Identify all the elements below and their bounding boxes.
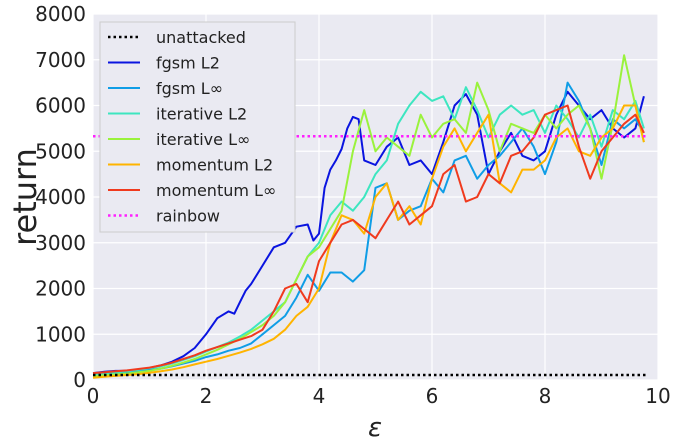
series-lines: [92, 54, 647, 379]
legend-label: fgsm L2: [156, 54, 220, 73]
series-line-4: [92, 54, 645, 378]
legend-label: fgsm L∞: [156, 79, 223, 98]
x-tick-label: 0: [87, 384, 100, 408]
x-axis-title: ε: [368, 413, 382, 442]
y-tick-labels: 0 1000 2000 3000 4000 5000 6000 7000 8000: [35, 2, 86, 392]
y-tick-label: 6000: [35, 94, 86, 118]
x-tick-label: 8: [539, 384, 552, 408]
x-tick-labels: 0 2 4 6 8 10: [87, 384, 671, 408]
y-axis-title: return: [6, 148, 44, 246]
x-tick-label: 10: [645, 384, 670, 408]
x-tick-label: 6: [426, 384, 439, 408]
y-tick-label: 4000: [35, 185, 86, 209]
series-line-5: [92, 104, 645, 379]
y-tick-label: 1000: [35, 322, 86, 346]
x-tick-label: 4: [313, 384, 326, 408]
legend-label: iterative L∞: [156, 130, 250, 149]
legend: unattacked fgsm L2 fgsm L∞ iterative L2 iter…: [99, 21, 296, 233]
y-tick-label: 7000: [35, 48, 86, 72]
legend-label: momentum L2: [156, 156, 273, 175]
y-tick-label: 0: [73, 368, 86, 392]
series-line-2: [92, 81, 645, 377]
series-line-1: [92, 90, 645, 375]
y-tick-label: 5000: [35, 139, 86, 163]
legend-label: iterative L2: [156, 105, 247, 124]
legend-label: momentum L∞: [156, 181, 276, 200]
legend-label: unattacked: [156, 28, 246, 47]
x-tick-label: 2: [200, 384, 213, 408]
series-line-6: [92, 104, 645, 375]
y-tick-label: 2000: [35, 277, 86, 301]
y-tick-label: 3000: [35, 231, 86, 255]
y-tick-label: 8000: [35, 2, 86, 26]
legend-label: rainbow: [156, 207, 220, 226]
legend-box: [99, 21, 296, 233]
